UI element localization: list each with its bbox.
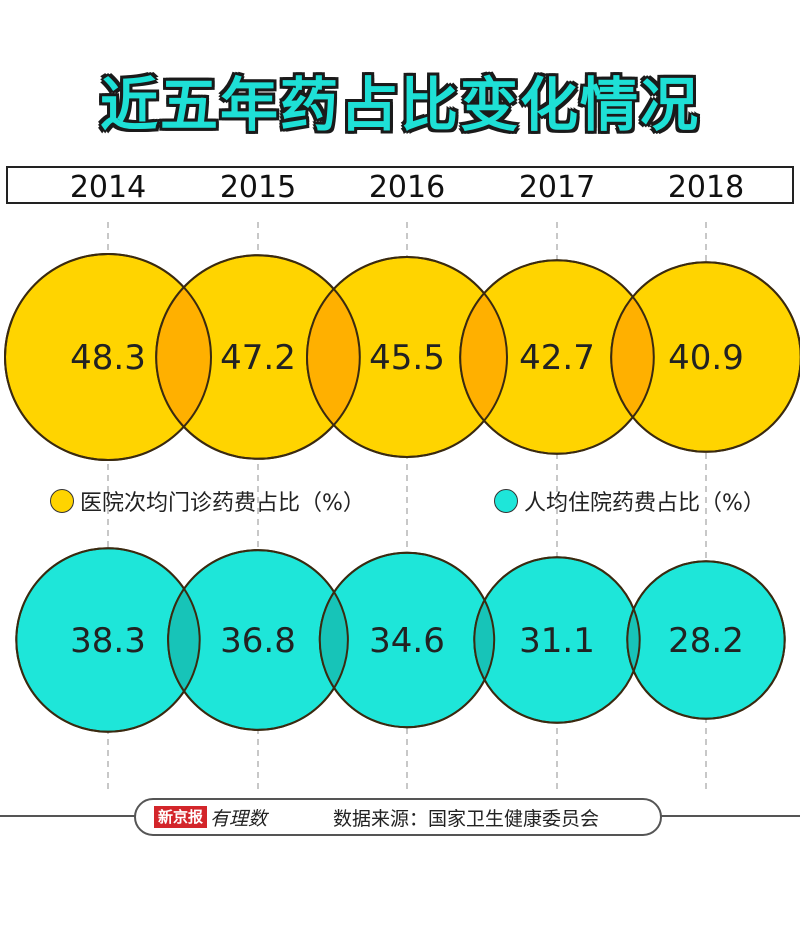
- value-label-inpatient-2015: 36.8: [220, 621, 296, 661]
- bubble-outline-0-4: [610, 261, 800, 453]
- bubble-outline-0-0: [4, 253, 212, 461]
- year-label-2015: 2015: [220, 170, 296, 205]
- footer-source-box: 新京报 有理数 数据来源：国家卫生健康委员会: [134, 798, 662, 836]
- year-label-2014: 2014: [70, 170, 146, 205]
- year-label-2018: 2018: [668, 170, 744, 205]
- bubble-outline-1-2: [318, 551, 496, 729]
- bubble-outline-0-2: [306, 256, 508, 458]
- bubble-outline-1-4: [626, 560, 786, 720]
- year-label-2016: 2016: [369, 170, 445, 205]
- bubble-outline-1-3: [473, 556, 641, 724]
- bubble-outline-0-3: [459, 259, 655, 455]
- value-label-inpatient-2014: 38.3: [70, 621, 146, 661]
- value-label-outpatient-2015: 47.2: [220, 338, 296, 378]
- data-source: 数据来源：国家卫生健康委员会: [333, 807, 600, 830]
- publisher-logo: 新京报: [154, 806, 208, 828]
- legend-item-inpatient: 人均住院药费占比（%）: [494, 486, 765, 516]
- legend-label-outpatient: 医院次均门诊药费占比（%）: [80, 491, 365, 516]
- legend-swatch-outpatient: [50, 489, 74, 513]
- value-label-inpatient-2018: 28.2: [668, 621, 744, 661]
- legend-label-inpatient: 人均住院药费占比（%）: [524, 491, 765, 516]
- column-logo: 有理数: [210, 807, 268, 830]
- chart-title: 近五年药占比变化情况: [99, 71, 700, 139]
- year-header-bar: [6, 166, 794, 204]
- value-label-inpatient-2017: 31.1: [519, 621, 595, 661]
- value-label-inpatient-2016: 34.6: [369, 621, 445, 661]
- value-label-outpatient-2016: 45.5: [369, 338, 445, 378]
- value-label-outpatient-2014: 48.3: [70, 338, 146, 378]
- year-label-2017: 2017: [519, 170, 595, 205]
- value-label-outpatient-2017: 42.7: [519, 338, 595, 378]
- bubble-outline-1-0: [15, 547, 201, 733]
- bubble-outline-1-1: [167, 549, 349, 731]
- bubble-outline-0-1: [155, 254, 361, 460]
- legend-swatch-inpatient: [494, 489, 518, 513]
- legend-item-outpatient: 医院次均门诊药费占比（%）: [50, 486, 365, 516]
- value-label-outpatient-2018: 40.9: [668, 338, 744, 378]
